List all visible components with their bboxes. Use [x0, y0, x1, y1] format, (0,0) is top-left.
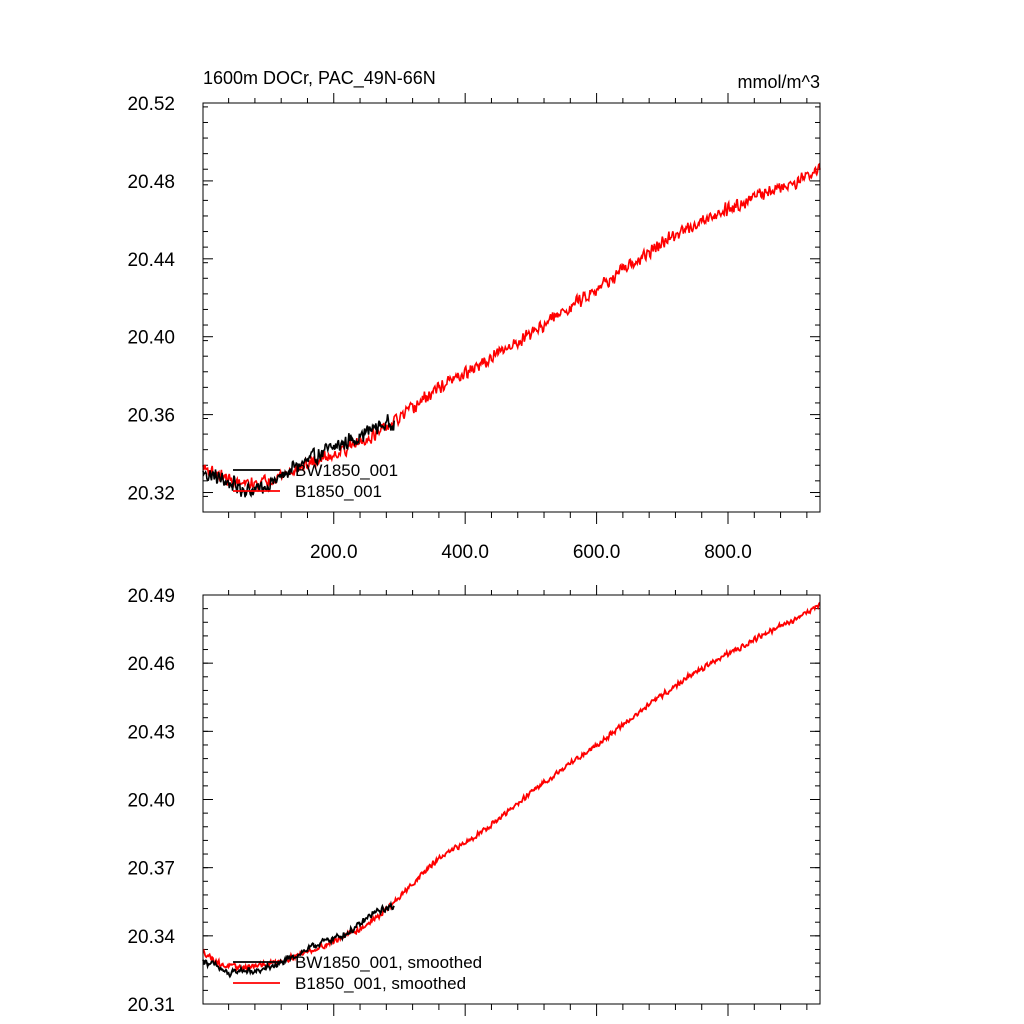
- y-tick-label: 20.32: [127, 484, 175, 505]
- bottom-panel: 20.31 20.34 20.37 20.40 20.43 20.46 20.49 BW18…: [127, 585, 821, 1016]
- x-tick-label: 400.0: [441, 542, 489, 563]
- series-line-bw1850: [202, 414, 395, 498]
- y-tick-label: 20.48: [127, 172, 175, 193]
- legend-label: BW1850_001: [295, 461, 398, 480]
- chart-title: 1600m DOCr, PAC_49N-66N: [203, 68, 436, 89]
- bottom-panel-frame: [202, 594, 821, 1005]
- series-line-b1850: [202, 601, 821, 973]
- top-panel-frame: [202, 102, 821, 513]
- x-tick-label: 800.0: [704, 542, 752, 563]
- y-tick-label: 20.40: [127, 328, 175, 349]
- series-line-b1850: [202, 162, 821, 493]
- y-tick-label: 20.52: [127, 94, 175, 115]
- x-tick-label: 600.0: [573, 542, 621, 563]
- y-tick-label: 20.36: [127, 406, 175, 427]
- legend-label: B1850_001, smoothed: [295, 974, 466, 993]
- top-panel: 1600m DOCr, PAC_49N-66N mmol/m^3 20.3220…: [127, 68, 821, 563]
- bottom-panel-legend: BW1850_001, smoothed B1850_001, smoothed: [233, 953, 482, 993]
- y-tick-label: 20.44: [127, 250, 175, 271]
- top-panel-series: [202, 162, 821, 498]
- y-tick-label: 20.40: [127, 791, 175, 812]
- x-tick-label: 200.0: [310, 542, 358, 563]
- legend-label: B1850_001: [295, 482, 382, 501]
- y-tick-label: 20.46: [127, 654, 175, 675]
- units-label: mmol/m^3: [738, 72, 820, 92]
- legend-label: BW1850_001, smoothed: [295, 953, 482, 972]
- y-tick-label: 20.34: [127, 927, 175, 948]
- y-tick-label: 20.43: [127, 722, 175, 743]
- top-panel-axes: 20.32 20.36 20.40 20.44 20.48 20.52 200.0 400.0…: [127, 93, 820, 563]
- y-tick-label: 20.37: [127, 859, 175, 880]
- y-tick-label: 20.31: [127, 995, 175, 1016]
- top-panel-legend: BW1850_001 B1850_001: [233, 461, 398, 501]
- y-tick-label: 20.49: [127, 586, 175, 607]
- bottom-panel-series: [202, 601, 821, 979]
- series-line-bw1850: [202, 900, 395, 979]
- bottom-panel-axes: 20.31 20.34 20.37 20.40 20.43 20.46 20.49: [127, 585, 820, 1016]
